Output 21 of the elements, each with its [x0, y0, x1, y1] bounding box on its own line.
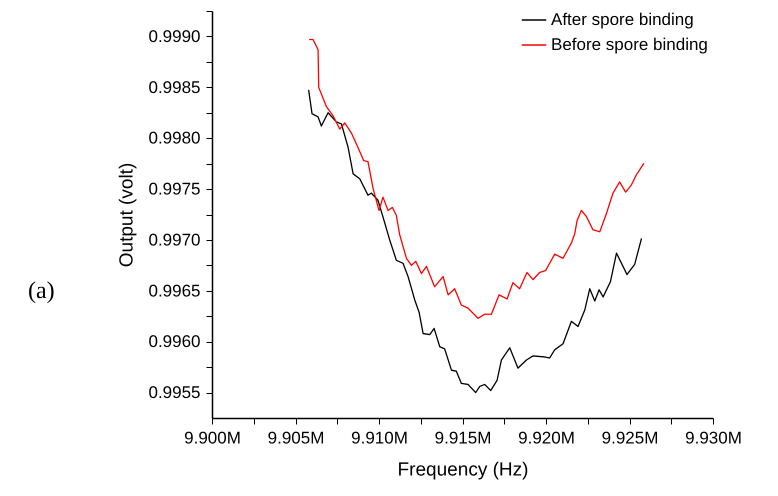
y-tick-label: 0.9975 [148, 180, 200, 199]
x-tick-label: 9.905M [268, 428, 324, 448]
x-axis-title: Frequency (Hz) [398, 460, 528, 480]
y-tick-label: 0.9980 [148, 128, 200, 148]
x-tick-label: 9.915M [434, 428, 492, 448]
x-tick-label: 9.925M [602, 428, 658, 448]
y-axis-title: Output (volt) [116, 162, 138, 268]
text: (a) [28, 278, 55, 305]
x-tick-label: 9.900M [184, 428, 241, 448]
x-tick-label: 9.910M [351, 428, 408, 448]
y-tick-label: 0.9990 [148, 26, 200, 46]
legend-label: After spore binding [551, 10, 694, 29]
y-tick-label: 0.9970 [148, 230, 200, 250]
y-tick-label: 0.9960 [148, 332, 200, 352]
legend-label: Before spore binding [551, 35, 708, 54]
y-tick-label: 0.9985 [148, 78, 200, 97]
x-tick-label: 9.930M [685, 428, 742, 448]
line-series [308, 90, 642, 394]
x-tick-label: 9.920M [518, 428, 575, 448]
y-tick-label: 0.9965 [148, 281, 200, 300]
y-tick-label: 0.9955 [148, 383, 200, 402]
